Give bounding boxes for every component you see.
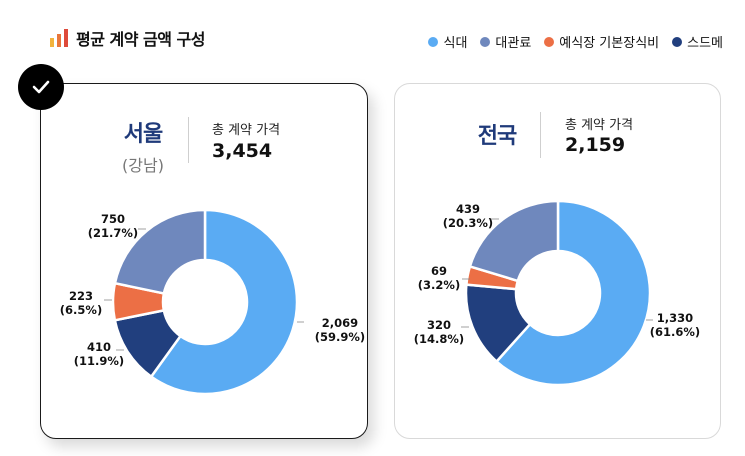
data-label-value: 1,330: [657, 311, 693, 325]
total-price-value: 2,159: [565, 134, 626, 156]
legend-item-sdm: 스드메: [672, 32, 723, 51]
legend-label: 스드메: [687, 36, 723, 51]
legend-item-meal: 식대: [428, 32, 467, 51]
chart-legend: 식대 대관료 예식장 기본장식비 스드메: [415, 32, 723, 51]
data-label-value: 750: [101, 212, 125, 226]
region-name: 서울: [123, 122, 163, 147]
data-label-percent: (61.6%): [650, 325, 700, 339]
donut-slice-meal: [495, 199, 652, 387]
legend-swatch: [480, 36, 491, 47]
data-label-percent: (20.3%): [443, 216, 493, 230]
divider: [188, 117, 189, 163]
data-label-value: 69: [431, 264, 447, 278]
legend-swatch: [544, 36, 555, 47]
data-label-percent: (11.9%): [74, 354, 124, 368]
data-label-percent: (59.9%): [315, 330, 365, 344]
donut-slice-rental: [113, 208, 207, 295]
legend-label: 예식장 기본장식비: [559, 36, 660, 51]
total-price-value: 3,454: [212, 140, 273, 162]
total-price-label: 총 계약 가격: [565, 118, 634, 133]
data-label-value: 320: [427, 318, 451, 332]
legend-item-rental: 대관료: [480, 32, 531, 51]
selected-check-badge: [18, 64, 64, 110]
check-icon: [32, 80, 50, 94]
legend-label: 대관료: [495, 36, 532, 51]
data-label-value: 410: [87, 340, 111, 354]
legend-swatch: [428, 36, 439, 47]
data-label-value: 223: [69, 289, 93, 303]
data-label-value: 439: [456, 202, 480, 216]
data-label-percent: (14.8%): [414, 332, 464, 346]
legend-label: 식대: [443, 36, 468, 51]
data-label-percent: (21.7%): [88, 226, 138, 240]
page-title: 평균 계약 금액 구성: [76, 30, 205, 49]
legend-item-decoration: 예식장 기본장식비: [544, 32, 659, 51]
donut-slice-rental: [468, 199, 560, 283]
divider: [540, 112, 541, 158]
region-name: 전국: [477, 124, 517, 149]
region-block: 전국: [457, 118, 537, 150]
data-label-value: 2,069: [322, 316, 358, 330]
legend-swatch: [672, 36, 683, 47]
total-price-label: 총 계약 가격: [212, 123, 281, 138]
data-label-percent: (6.5%): [60, 303, 102, 317]
region-block: 서울 (강남): [103, 116, 183, 176]
donut-slice-meal: [149, 208, 299, 396]
bar-chart-icon: [50, 29, 68, 47]
region-subname: (강남): [122, 156, 164, 175]
data-label-percent: (3.2%): [418, 278, 460, 292]
